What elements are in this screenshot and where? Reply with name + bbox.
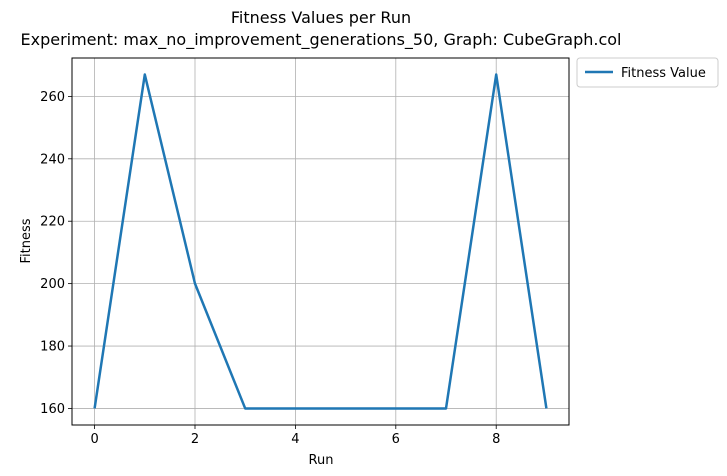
x-axis-label: Run — [309, 453, 334, 468]
y-tick-label: 160 — [40, 402, 65, 417]
plot-area-frame — [71, 57, 570, 426]
y-tick-label: 260 — [40, 90, 65, 105]
chart-title: Fitness Values per Run — [231, 8, 411, 27]
x-tick-label: 2 — [191, 432, 199, 447]
series-lines — [93, 73, 548, 410]
y-tick-label: 220 — [40, 215, 65, 230]
y-tick-label: 200 — [40, 277, 65, 292]
grid — [72, 58, 569, 425]
x-tick-label: 6 — [392, 432, 400, 447]
y-axis-label: Fitness — [19, 218, 34, 263]
legend: Fitness Value — [576, 57, 719, 88]
x-tick-label: 4 — [291, 432, 299, 447]
chart-subtitle: Experiment: max_no_improvement_generatio… — [20, 30, 621, 50]
series-line-fitness-value — [93, 73, 548, 410]
y-tick-label: 180 — [40, 340, 65, 355]
legend-label-fitness-value: Fitness Value — [621, 66, 706, 81]
y-tick-label: 240 — [40, 152, 65, 167]
x-tick-label: 8 — [492, 432, 500, 447]
x-tick-label: 0 — [90, 432, 98, 447]
legend-box — [576, 57, 719, 88]
ticks: 0 2 4 6 8 160 180 200 220 240 260 — [40, 90, 500, 447]
